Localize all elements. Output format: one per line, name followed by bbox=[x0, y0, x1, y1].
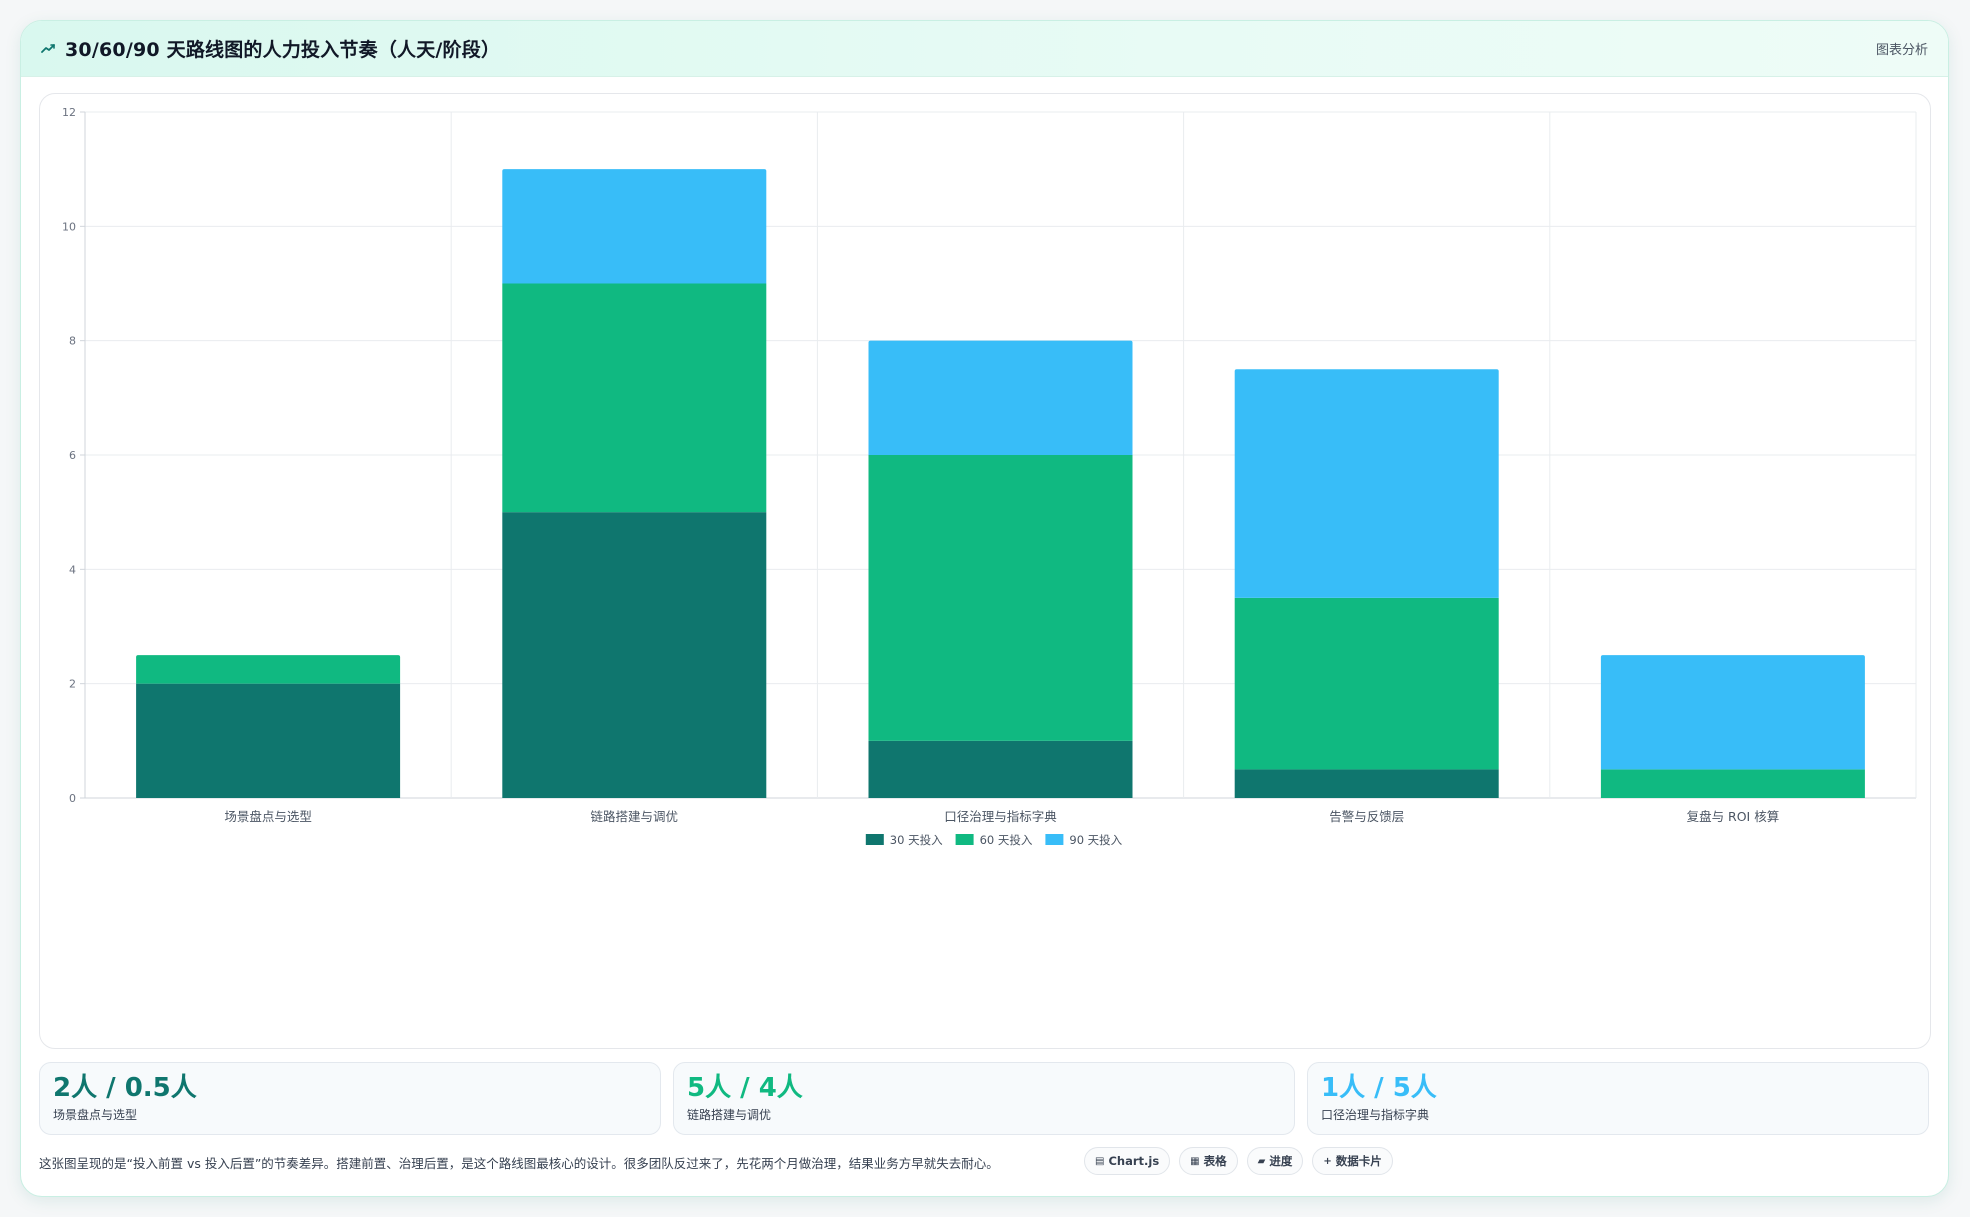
bar-segment bbox=[1600, 769, 1865, 798]
chip-progress[interactable]: ▰ 进度 bbox=[1246, 1147, 1304, 1175]
trend-line-icon bbox=[41, 43, 55, 53]
legend-label: 90 天投入 bbox=[1069, 833, 1122, 847]
bar-segment bbox=[502, 512, 767, 798]
stat-value: 5人 / 4人 bbox=[687, 1073, 803, 1103]
y-tick-label: 0 bbox=[69, 792, 76, 805]
y-tick-label: 8 bbox=[69, 335, 76, 348]
chip-label: 表格 bbox=[1203, 1154, 1227, 1168]
stat-card-3: 1人 / 5人 口径治理与指标字典 bbox=[1307, 1062, 1929, 1135]
chart-description: 这张图呈现的是“投入前置 vs 投入后置”的节奏差异。搭建前置、治理后置，是这个… bbox=[39, 1156, 999, 1171]
x-tick-label: 复盘与 ROI 核算 bbox=[1687, 809, 1780, 824]
card-header: 30/60/90 天路线图的人力投入节奏（人天/阶段） 图表分析 bbox=[21, 21, 1948, 77]
stat-card-1: 2人 / 0.5人 场景盘点与选型 bbox=[39, 1062, 661, 1135]
bar-segment bbox=[868, 740, 1133, 798]
chip-chartjs[interactable]: ▤ Chart.js bbox=[1084, 1147, 1171, 1175]
y-tick-label: 10 bbox=[62, 220, 76, 233]
bar-segment bbox=[868, 455, 1133, 741]
table-icon: ▦ bbox=[1190, 1155, 1200, 1167]
x-tick-label: 链路搭建与调优 bbox=[591, 809, 679, 824]
bar-segment bbox=[868, 340, 1133, 455]
y-tick-label: 6 bbox=[69, 449, 76, 462]
stat-card-2: 5人 / 4人 链路搭建与调优 bbox=[673, 1062, 1295, 1135]
stat-value: 1人 / 5人 bbox=[1321, 1073, 1437, 1103]
stacked-bar-chart: 0 2 4 6 8 10 12 场景盘点与选型 链路搭建与调优 口径治理与指标字典 告警与反馈层 复盘… bbox=[62, 106, 1917, 847]
title-group: 30/60/90 天路线图的人力投入节奏（人天/阶段） bbox=[41, 35, 500, 62]
bar-segment bbox=[1600, 655, 1865, 770]
chip-label: 进度 bbox=[1269, 1154, 1293, 1168]
bar-segment bbox=[1234, 769, 1499, 798]
chip-table[interactable]: ▦ 表格 bbox=[1179, 1147, 1238, 1175]
bar-segment bbox=[136, 655, 401, 684]
chart-analysis-tag: 图表分析 bbox=[1875, 43, 1928, 58]
chip-label: 数据卡片 bbox=[1335, 1154, 1382, 1168]
chart-card: 30/60/90 天路线图的人力投入节奏（人天/阶段） 图表分析 0 2 4 6 8 10… bbox=[20, 20, 1949, 1197]
legend-label: 60 天投入 bbox=[980, 833, 1033, 847]
bar-segment bbox=[1234, 597, 1499, 770]
y-tick-label: 2 bbox=[69, 678, 76, 691]
legend-swatch bbox=[955, 834, 974, 845]
chart-title: 30/60/90 天路线图的人力投入节奏（人天/阶段） bbox=[65, 39, 501, 61]
x-tick-label: 场景盘点与选型 bbox=[224, 809, 312, 824]
bar-segment bbox=[502, 169, 767, 284]
card-icon: + bbox=[1323, 1155, 1332, 1167]
chip-row: ▤ Chart.js ▦ 表格 ▰ 进度 + 数据卡片 bbox=[1084, 1147, 1393, 1175]
stat-label: 链路搭建与调优 bbox=[687, 1108, 772, 1122]
y-tick-label: 4 bbox=[69, 563, 76, 576]
chip-data-card[interactable]: + 数据卡片 bbox=[1312, 1147, 1393, 1175]
chart-icon: ▤ bbox=[1095, 1155, 1105, 1167]
bar-segment bbox=[502, 283, 767, 513]
progress-icon: ▰ bbox=[1257, 1155, 1266, 1167]
stat-label: 口径治理与指标字典 bbox=[1321, 1108, 1430, 1122]
legend-swatch bbox=[1045, 834, 1064, 845]
legend-swatch bbox=[865, 834, 884, 845]
x-tick-label: 口径治理与指标字典 bbox=[944, 809, 1057, 824]
chip-label: Chart.js bbox=[1108, 1154, 1160, 1168]
y-tick-label: 12 bbox=[62, 106, 76, 119]
stat-label: 场景盘点与选型 bbox=[53, 1108, 138, 1122]
stat-value: 2人 / 0.5人 bbox=[53, 1073, 197, 1103]
chart-panel: 0 2 4 6 8 10 12 场景盘点与选型 链路搭建与调优 口径治理与指标字典 告警与反馈层 复盘… bbox=[39, 93, 1931, 1049]
bar-segment bbox=[136, 683, 401, 798]
x-tick-label: 告警与反馈层 bbox=[1329, 809, 1404, 824]
legend-label: 30 天投入 bbox=[890, 833, 943, 847]
bar-segment bbox=[1234, 369, 1499, 598]
